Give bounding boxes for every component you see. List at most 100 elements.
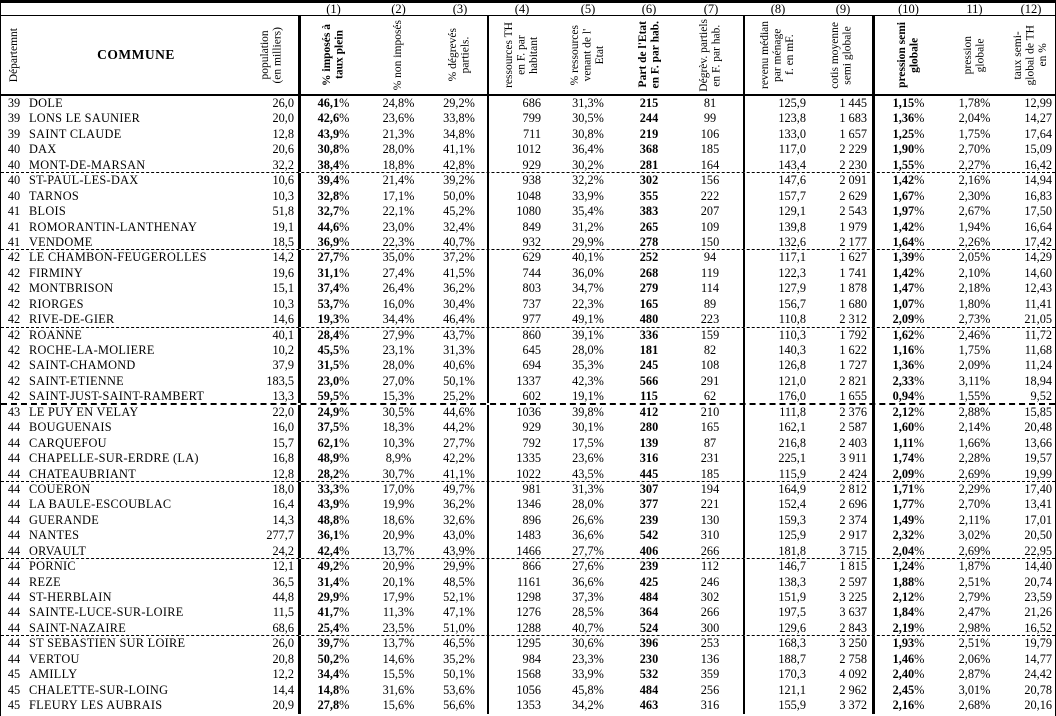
cell-c9: 3 372 bbox=[811, 698, 875, 714]
column-number-5: (5) bbox=[580, 2, 596, 16]
cell-c6: 445 bbox=[639, 466, 659, 481]
cell-commune: LE PUY EN VELAY bbox=[29, 404, 139, 419]
cell-dept: 44 bbox=[7, 590, 21, 604]
cell-c7: 150 bbox=[677, 234, 745, 250]
cell-c11: 2,18% bbox=[958, 281, 991, 296]
cell-c2: 22,1% bbox=[382, 204, 415, 219]
cell-c12: 13,41 bbox=[1024, 497, 1052, 512]
cell-c10: 2,33% bbox=[892, 373, 925, 388]
cell-c8: 164,9 bbox=[778, 481, 806, 496]
cell-dept: 42 bbox=[7, 281, 21, 296]
cell-c8: 155,9 bbox=[778, 698, 806, 713]
cell-c6: 524 bbox=[639, 620, 659, 635]
cell-c7: 87 bbox=[677, 435, 745, 452]
cell-c5: 19,1% bbox=[572, 389, 604, 403]
cell-pop: 14,4 bbox=[245, 682, 301, 699]
cell-c4: 929 bbox=[522, 157, 541, 172]
cell-c1: 29,9% bbox=[317, 590, 350, 604]
cell-c4: 1466 bbox=[516, 543, 541, 558]
cell-commune: BLOIS bbox=[29, 204, 67, 219]
cell-c9: 3 637 bbox=[811, 605, 875, 621]
cell-c3: 41,1% bbox=[431, 142, 489, 158]
cell-c4: 1276 bbox=[516, 605, 541, 620]
cell-c3: 43,0% bbox=[431, 528, 489, 544]
table-row: 42 FIRMINY 19,6 31,1% 27,4% 41,5% 744 36,0% 268 1… bbox=[1, 265, 1055, 282]
cell-c5: 37,3% bbox=[572, 590, 604, 604]
cell-c7: 300 bbox=[677, 620, 745, 636]
cell-dept: 42 bbox=[7, 327, 21, 342]
cell-c8: 127,9 bbox=[778, 281, 806, 296]
cell-commune: MONT-DE-MARSAN bbox=[29, 157, 146, 172]
cell-commune: GUERANDE bbox=[29, 512, 100, 527]
cell-commune: ROANNE bbox=[29, 327, 83, 342]
cell-commune: BOUGUENAIS bbox=[29, 420, 112, 435]
table-row: 44 CHAPELLE-SUR-ERDRE (LA) 16,8 48,9% 8,9% 42… bbox=[1, 451, 1055, 467]
cell-c2: 17,1% bbox=[382, 188, 415, 203]
cell-c8: 162,1 bbox=[778, 420, 806, 435]
cell-c6: 139 bbox=[639, 435, 659, 450]
cell-c8: 126,8 bbox=[778, 358, 806, 373]
cell-pop: 20,6 bbox=[245, 142, 301, 158]
table-row: 44 NANTES 277,7 36,1% 20,9% 43,0% 1483 36,6% 542… bbox=[1, 528, 1055, 544]
cell-c4: 866 bbox=[522, 559, 541, 574]
cell-c10: 1,39% bbox=[892, 250, 925, 265]
cell-dept: 39 bbox=[7, 126, 21, 141]
cell-c3: 44,6% bbox=[431, 404, 489, 421]
cell-c8: 110,8 bbox=[778, 312, 806, 327]
dept-header: Départemnt bbox=[7, 27, 20, 83]
cell-c2: 19,9% bbox=[382, 497, 415, 512]
cell-c8: 139,8 bbox=[778, 219, 806, 234]
cell-c4: 1161 bbox=[516, 574, 541, 589]
cell-c3: 41,1% bbox=[431, 466, 489, 481]
table-row: 44 CHATEAUBRIANT 12,8 28,2% 30,7% 41,1% 1022 43… bbox=[1, 466, 1055, 482]
column-header-12: taux semi- global de TH en % bbox=[1012, 24, 1050, 86]
column-header-7: Dégrèv. partiels en F. par hab. bbox=[677, 16, 745, 94]
cell-c5: 39,1% bbox=[572, 327, 604, 342]
cell-c4: 711 bbox=[523, 126, 541, 141]
cell-c12: 17,40 bbox=[1024, 481, 1052, 496]
cell-dept: 41 bbox=[7, 234, 21, 249]
cell-c9: 2 843 bbox=[811, 620, 875, 636]
table-row: 40 DAX 20,6 30,8% 28,0% 41,1% 1012 36,4% 368 185 1… bbox=[1, 142, 1055, 158]
column-number-3: (3) bbox=[452, 2, 468, 16]
cell-c11: 2,87% bbox=[958, 667, 991, 682]
cell-c1: 41,7% bbox=[317, 605, 350, 620]
cell-pop: 12,1 bbox=[245, 559, 301, 575]
column-number-4: (4) bbox=[514, 2, 530, 16]
cell-c8: 122,3 bbox=[778, 265, 806, 280]
cell-c8: 159,3 bbox=[778, 512, 806, 527]
cell-c1: 23,0% bbox=[317, 373, 350, 388]
cell-c3: 46,5% bbox=[431, 636, 489, 652]
cell-commune: TARNOS bbox=[29, 188, 80, 203]
cell-c7: 81 bbox=[677, 96, 745, 112]
cell-c12: 24,42 bbox=[1024, 667, 1052, 682]
cell-dept: 42 bbox=[7, 373, 21, 388]
cell-c6: 383 bbox=[639, 204, 659, 219]
cell-commune: LONS LE SAUNIER bbox=[29, 111, 141, 126]
column-number-2: (2) bbox=[391, 2, 406, 16]
cell-c2: 20,9% bbox=[382, 559, 415, 574]
cell-c4: 1036 bbox=[516, 404, 541, 419]
cell-c1: 48,9% bbox=[317, 451, 350, 466]
cell-c12: 17,42 bbox=[1024, 234, 1052, 249]
cell-c4: 1056 bbox=[516, 682, 541, 697]
cell-c12: 14,94 bbox=[1024, 173, 1052, 188]
cell-c12: 20,74 bbox=[1024, 574, 1052, 589]
cell-c7: 165 bbox=[677, 420, 745, 436]
cell-c9: 3 715 bbox=[811, 543, 875, 559]
column-header-6: Part de l'Etat en F. par hab. bbox=[636, 21, 662, 89]
table-row: 44 CARQUEFOU 15,7 62,1% 10,3% 27,7% 792 17,5% 13… bbox=[1, 435, 1055, 452]
cell-c6: 239 bbox=[639, 512, 659, 527]
cell-c11: 2,70% bbox=[958, 497, 991, 512]
cell-c12: 11,68 bbox=[1024, 343, 1052, 357]
cell-commune: SAINT-NAZAIRE bbox=[29, 620, 127, 635]
cell-c10: 1,93% bbox=[892, 636, 925, 651]
cell-c9: 1 445 bbox=[811, 96, 875, 112]
cell-c11: 2,88% bbox=[958, 404, 991, 419]
cell-c3: 36,2% bbox=[431, 497, 489, 513]
cell-c7: 114 bbox=[677, 281, 745, 297]
cell-c5: 39,8% bbox=[572, 404, 604, 419]
cell-c1: 27,7% bbox=[317, 250, 350, 265]
cell-c2: 30,5% bbox=[382, 404, 415, 419]
cell-c4: 981 bbox=[522, 481, 541, 496]
